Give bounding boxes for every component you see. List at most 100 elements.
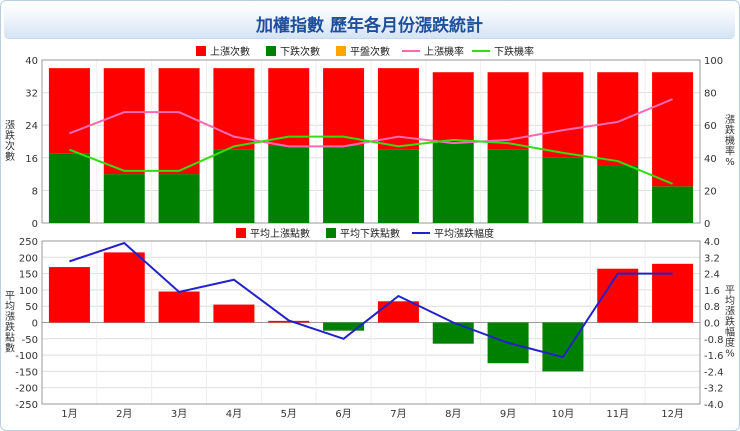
- y2-tick-label: 0.8: [704, 302, 720, 313]
- line-avg-change-pct: [69, 241, 673, 359]
- y2-axis-label-char: 漲: [725, 114, 735, 126]
- y2-tick-label: 2.4: [704, 270, 720, 281]
- bar-down-count: [103, 174, 145, 223]
- bar-up-count: [158, 68, 200, 175]
- y2-tick-label: -2.4: [704, 367, 724, 378]
- y-axis-label-char: 跌: [5, 320, 15, 333]
- bar-up-count: [323, 68, 365, 146]
- y2-axis-label-char: 跌: [725, 124, 735, 137]
- bar-down-count: [158, 174, 200, 223]
- bar-up-count: [103, 68, 145, 175]
- y-tick-label: 0: [32, 319, 38, 330]
- x-tick-label: 11月: [606, 408, 629, 420]
- y2-axis-label-char: 跌: [725, 315, 735, 328]
- y-tick-label: 0: [32, 219, 38, 230]
- y-axis-label-char: 均: [5, 300, 15, 312]
- y-tick-label: 150: [19, 270, 38, 281]
- y-tick-label: 16: [25, 154, 38, 165]
- bar-up-count: [542, 72, 584, 158]
- x-tick-label: 4月: [226, 408, 242, 420]
- bar-avg-up-points: [48, 267, 90, 323]
- y-tick-label: 8: [32, 186, 38, 197]
- x-tick-label: 3月: [171, 408, 187, 420]
- bar-up-count: [268, 68, 310, 146]
- legend-swatch: [236, 228, 246, 238]
- legend-swatch: [326, 228, 336, 238]
- bar-avg-up-points: [103, 252, 145, 323]
- bar-avg-up-points: [377, 301, 419, 323]
- y2-tick-label: 40: [704, 154, 717, 165]
- y-tick-label: 100: [19, 286, 38, 297]
- legend-label: 平均下跌點數: [340, 227, 400, 240]
- x-tick-label: 12月: [661, 408, 684, 420]
- bar-down-count: [48, 153, 90, 223]
- legend-label: 平均上漲點數: [250, 227, 310, 240]
- bar-avg-down-points: [432, 322, 474, 344]
- legend-swatch: [336, 46, 346, 56]
- bar-down-count: [597, 165, 639, 223]
- bar-down-count: [652, 186, 694, 223]
- bar-down-count: [487, 149, 529, 223]
- x-tick-label: 1月: [61, 408, 77, 420]
- y2-axis-label-char: 率: [725, 145, 735, 158]
- bar-avg-down-points: [323, 322, 365, 331]
- y-axis-label-char: 次: [5, 139, 15, 152]
- y2-tick-label: 20: [704, 186, 717, 197]
- y2-tick-label: 0: [704, 219, 710, 230]
- bar-down-count: [377, 149, 419, 223]
- line-down-probability: [69, 135, 673, 185]
- y2-tick-label: -4.0: [704, 400, 724, 411]
- legend-label: 上漲次數: [210, 45, 250, 58]
- bar-down-count: [542, 157, 584, 223]
- x-tick-label: 6月: [335, 408, 351, 420]
- bar-avg-up-points: [268, 320, 310, 323]
- y2-tick-label: 80: [704, 89, 717, 100]
- y2-tick-label: 100: [704, 56, 723, 67]
- legend-label: 下跌次數: [280, 45, 320, 58]
- y2-tick-label: -1.6: [704, 351, 724, 362]
- x-tick-label: 10月: [552, 408, 575, 420]
- x-tick-label: 5月: [281, 408, 297, 420]
- y-axis-label-char: 數: [5, 150, 15, 163]
- y-tick-label: -200: [15, 384, 38, 395]
- legend-label: 平均漲跌幅度: [434, 227, 494, 240]
- bar-down-count: [432, 141, 474, 223]
- bar-avg-down-points: [542, 322, 584, 372]
- y-axis-label-char: 跌: [5, 129, 15, 142]
- y-tick-label: 32: [25, 89, 38, 100]
- title-bar: 加權指數 歷年各月份漲跌統計: [4, 4, 735, 39]
- y-axis-label-char: 平: [5, 291, 15, 302]
- y-tick-label: -250: [15, 400, 38, 411]
- bar-avg-up-points: [213, 304, 255, 323]
- legend-label: 下跌機率: [494, 45, 534, 58]
- legend-swatch: [196, 46, 206, 56]
- y-tick-label: -100: [15, 351, 38, 362]
- y2-axis-label-char: %: [725, 349, 735, 360]
- y-tick-label: 24: [25, 121, 38, 132]
- bar-down-count: [213, 149, 255, 223]
- legend-swatch: [266, 46, 276, 56]
- x-tick-label: 8月: [445, 408, 461, 420]
- y-tick-label: 200: [19, 253, 38, 264]
- y2-axis-label-char: 幅: [725, 326, 735, 339]
- y-tick-label: 50: [25, 302, 38, 313]
- x-tick-label: 2月: [116, 408, 132, 420]
- y-tick-label: 250: [19, 237, 38, 248]
- bar-down-count: [268, 145, 310, 223]
- y-axis-label-char: 漲: [5, 311, 15, 323]
- bar-up-count: [48, 68, 90, 154]
- y2-axis-label-char: 漲: [725, 306, 735, 318]
- y-axis-label-char: 點: [5, 331, 15, 344]
- y2-axis-label-char: 均: [725, 295, 735, 307]
- legend-label: 上漲機率: [424, 45, 464, 58]
- y2-tick-label: -3.2: [704, 384, 724, 395]
- x-tick-label: 9月: [500, 408, 516, 420]
- y-axis-label-char: 數: [5, 341, 15, 354]
- y2-axis-label-char: 平: [725, 286, 735, 297]
- x-tick-label: 7月: [390, 408, 406, 420]
- y-tick-label: -50: [22, 335, 38, 346]
- y2-tick-label: -0.8: [704, 335, 724, 346]
- y-tick-label: 40: [25, 56, 38, 67]
- y2-tick-label: 60: [704, 121, 717, 132]
